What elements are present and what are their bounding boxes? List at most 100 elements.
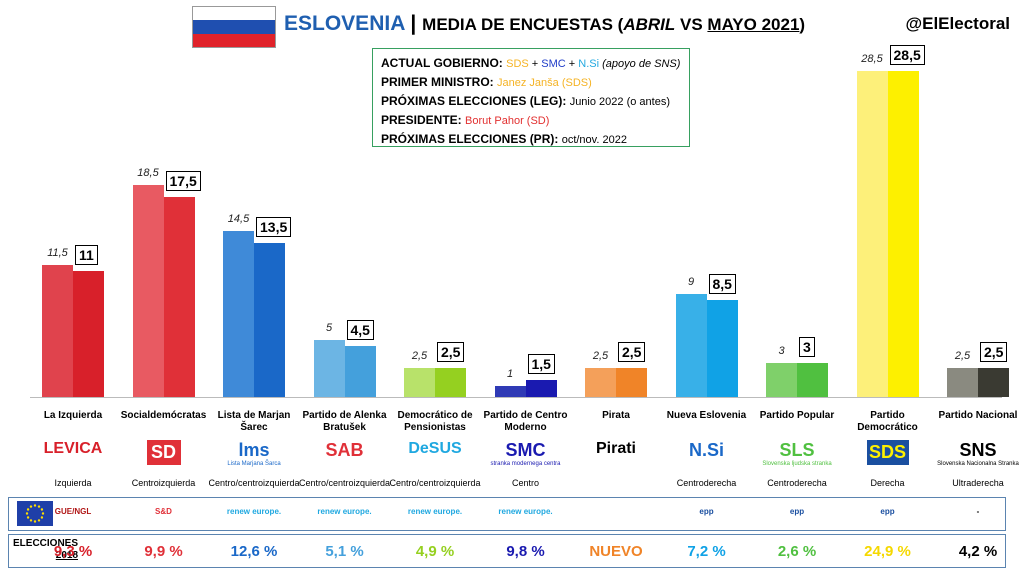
ideology-label: Izquierda bbox=[54, 478, 92, 488]
party-logo: N.Si bbox=[688, 440, 724, 460]
category-label: Pirata bbox=[602, 410, 630, 421]
bar-mayo bbox=[706, 299, 738, 397]
ideology-label: Centro bbox=[511, 478, 539, 488]
ideology-label: Centro/centroizquierda bbox=[389, 478, 481, 488]
eu-group-label: epp bbox=[699, 507, 714, 516]
bar-abril bbox=[132, 185, 164, 397]
data-label-mayo: 28,5 bbox=[889, 45, 925, 65]
data-label-abril: 11,5 bbox=[47, 247, 68, 260]
party-logo: SLS bbox=[779, 440, 815, 460]
government-info-box: ACTUAL GOBIERNO: SDS + SMC + N.Si (apoyo… bbox=[372, 48, 690, 147]
category-label: La Izquierda bbox=[43, 410, 103, 421]
party-logo-subtitle: Lista Marjana Šarca bbox=[227, 461, 281, 467]
data-label-abril: 5 bbox=[325, 321, 333, 334]
category-label: Partido Nacional bbox=[938, 410, 1018, 421]
party-logo: SNS bbox=[959, 440, 997, 460]
chart-baseline bbox=[30, 397, 1002, 398]
category-label: Partido de Alenka Bratušek bbox=[302, 410, 387, 433]
eu-groups-box bbox=[8, 497, 1006, 531]
category-label: Partido Popular bbox=[759, 410, 835, 421]
bar-mayo bbox=[616, 368, 647, 397]
data-label-abril: 1 bbox=[506, 367, 514, 380]
pres-line: PRESIDENTE: Borut Pahor (SD) bbox=[381, 113, 550, 127]
bar-abril bbox=[766, 362, 797, 397]
data-label-mayo: 1,5 bbox=[527, 353, 555, 374]
party-logo: DeSUS bbox=[408, 440, 462, 457]
ideology-label: Centro/centroizquierda bbox=[298, 478, 391, 488]
result-2018: 9,3 % bbox=[53, 543, 93, 560]
eu-star-icon bbox=[29, 505, 33, 508]
eu-group-label: renew europe. bbox=[317, 507, 372, 516]
eu-star-icon bbox=[33, 520, 37, 523]
bar-mayo bbox=[797, 362, 828, 397]
bar-abril bbox=[947, 368, 978, 397]
data-label-mayo: 4,5 bbox=[346, 319, 374, 340]
pr-line: PRÓXIMAS ELECCIONES (PR): oct/nov. 2022 bbox=[381, 132, 627, 146]
slovenia-flag-icon bbox=[192, 6, 276, 48]
data-label-abril: 18,5 bbox=[137, 167, 159, 180]
ideology-label: Centroderecha bbox=[767, 478, 827, 488]
eu-group-label: - bbox=[976, 507, 980, 516]
result-2018: 2,6 % bbox=[777, 543, 817, 560]
party-logo: SD bbox=[146, 440, 181, 465]
twitter-handle: @ElElectoral bbox=[905, 14, 1010, 33]
bar-mayo bbox=[344, 345, 376, 397]
eu-group-label: renew europe. bbox=[498, 507, 553, 516]
party-logo: SAB bbox=[325, 440, 364, 460]
bar-mayo bbox=[887, 71, 919, 397]
result-2018: NUEVO bbox=[589, 543, 643, 560]
data-label-mayo: 2,5 bbox=[618, 342, 646, 363]
bar-abril bbox=[313, 339, 345, 397]
eu-group-label: renew europe. bbox=[226, 507, 282, 516]
category-label: Socialdemócratas bbox=[120, 410, 207, 421]
election-label: ELECCIONES 2018 bbox=[13, 538, 79, 561]
bar-mayo bbox=[435, 368, 466, 397]
eu-stars-icon bbox=[25, 504, 45, 523]
eu-star-icon bbox=[37, 519, 41, 522]
data-label-abril: 9 bbox=[687, 276, 695, 289]
bar-abril bbox=[585, 368, 616, 397]
eu-star-icon bbox=[41, 512, 45, 515]
bar-abril bbox=[42, 265, 73, 397]
result-2018: 4,9 % bbox=[415, 543, 455, 560]
eu-star-icon bbox=[40, 508, 44, 511]
eu-star-icon bbox=[26, 508, 30, 511]
data-label-abril: 2,5 bbox=[592, 350, 609, 363]
data-label-mayo: 8,5 bbox=[708, 273, 736, 294]
eu-star-icon bbox=[37, 505, 41, 508]
eu-star-icon bbox=[29, 519, 33, 522]
result-2018: 9,9 % bbox=[144, 543, 183, 560]
data-label-mayo: 11 bbox=[75, 245, 98, 266]
bar-mayo bbox=[525, 379, 557, 397]
leg-line: PRÓXIMAS ELECCIONES (LEG): Junio 2022 (o… bbox=[381, 94, 670, 108]
eu-group-label: epp bbox=[880, 507, 895, 516]
eu-star-icon bbox=[33, 504, 37, 507]
eu-group-label: S&D bbox=[155, 507, 172, 516]
category-label: Lista de Marjan Šarec bbox=[217, 410, 291, 433]
data-label-mayo: 17,5 bbox=[165, 170, 201, 191]
ideology-label: Centroizquierda bbox=[131, 478, 196, 488]
result-2018: 4,2 % bbox=[958, 543, 998, 560]
ideology-label: Centroderecha bbox=[676, 478, 737, 488]
party-logo: SMC bbox=[505, 440, 546, 460]
data-label-abril: 14,5 bbox=[227, 213, 250, 226]
party-logo: SDS bbox=[866, 440, 909, 465]
pm-line: PRIMER MINISTRO: Janez Janša (SDS) bbox=[381, 75, 592, 89]
category-label: Democrático de Pensionistas bbox=[397, 410, 473, 433]
eu-flag-icon bbox=[17, 501, 53, 526]
party-logo-subtitle: stranka modernega centra bbox=[490, 461, 561, 467]
bar-mayo bbox=[163, 196, 195, 397]
category-label: Partido Democrático bbox=[857, 410, 918, 433]
category-label: Nueva Eslovenia bbox=[666, 410, 747, 421]
eu-star-icon bbox=[26, 516, 30, 519]
election-results-box: ELECCIONES 2018 bbox=[8, 534, 1006, 568]
bar-abril bbox=[494, 385, 526, 397]
data-label-mayo: 13,5 bbox=[256, 216, 292, 237]
bar-abril bbox=[675, 294, 707, 397]
party-logo: lms bbox=[238, 440, 270, 460]
party-logo-subtitle: Slovenska Nacionalna Stranka bbox=[937, 461, 1019, 467]
data-label-abril: 3 bbox=[778, 344, 785, 357]
bar-abril bbox=[223, 231, 254, 397]
data-label-mayo: 2,5 bbox=[980, 342, 1008, 363]
